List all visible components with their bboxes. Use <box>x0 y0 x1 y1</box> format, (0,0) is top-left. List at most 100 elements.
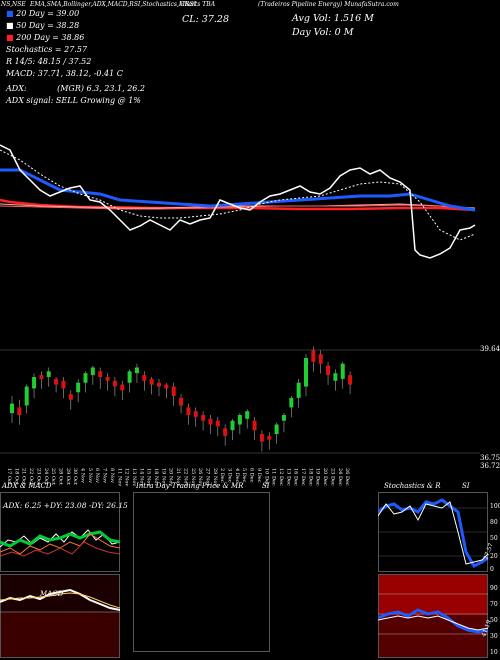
intraday-title: Intra Day Trading Price & MR <box>136 482 244 490</box>
date-label: 14 Nov <box>138 468 144 486</box>
date-label: 23 Dec <box>329 468 335 486</box>
price-line <box>0 144 476 259</box>
header-symbol: Charts TBA <box>180 1 216 8</box>
date-label: 8 Nov <box>109 468 115 483</box>
candle-body <box>171 386 176 396</box>
candle-body <box>17 407 22 415</box>
candle-body <box>186 407 191 415</box>
candle-body <box>105 377 110 381</box>
candle-body <box>245 411 250 419</box>
mrsi-axis-50: 50 <box>490 617 498 624</box>
candle-body <box>32 377 37 389</box>
candle-body <box>340 363 345 379</box>
macd-line: MACD: 37.71, 38.12, -0.41 C <box>6 69 123 78</box>
date-label: 19 Dec <box>315 468 321 486</box>
ma20-line: ■ 20 Day = 39.00 <box>6 9 80 18</box>
price-axis-top: 39.64 <box>480 345 500 353</box>
price-axis-bottom: 36.75 <box>480 454 500 462</box>
candle-body <box>157 382 161 387</box>
stoch-si: SI <box>462 482 470 490</box>
candle-body <box>252 420 257 431</box>
date-label: 4 Nov <box>80 468 86 483</box>
indicator-block: ■ 20 Day = 39.00 ■ 50 Day = 38.28 ■ 200 … <box>6 8 145 107</box>
candle-body <box>39 375 44 379</box>
date-label: 2 Dec <box>219 468 225 483</box>
header-indicator-list: EMA,SMA,Bollinger,ADX,MACD,RSI,Stochasti… <box>30 1 197 8</box>
adx-lines <box>0 529 120 557</box>
price-axis-bottom2: 36.72 <box>480 462 500 470</box>
stoch-axis-80: 80 <box>490 519 498 526</box>
candle-body <box>61 380 66 389</box>
avg-volume: Avg Vol: 1.516 M <box>292 13 374 24</box>
macd-label: MACD <box>40 590 64 598</box>
stochastics-line: Stochastics = 27.57 <box>6 45 88 54</box>
date-label: 24 Oct <box>43 468 49 485</box>
date-label: 3 Dec <box>227 468 233 483</box>
candle-body <box>24 386 29 406</box>
bollinger-line <box>0 203 476 209</box>
candle-body <box>348 375 353 385</box>
ma50-line: ■ 50 Day = 38.28 <box>6 21 80 30</box>
date-label: 13 Nov <box>131 468 137 486</box>
date-label: 25 Oct <box>50 468 56 485</box>
adx-panel <box>0 492 120 572</box>
candle-body <box>10 403 14 414</box>
date-label: 26 Nov <box>197 468 203 486</box>
header-company: (Tradeiros Pipeline Energy) MunafaSutra.… <box>258 1 399 8</box>
date-label: 5 Dec <box>241 468 247 483</box>
date-label: 30 Oct <box>72 468 78 485</box>
candle-body <box>164 384 169 389</box>
date-label: 18 Oct <box>13 468 19 485</box>
date-label: 28 Oct <box>57 468 63 485</box>
ma50-line <box>0 149 476 241</box>
candle-body <box>68 394 73 400</box>
date-label: 19 Nov <box>160 468 166 486</box>
date-label: 13 Dec <box>285 468 291 486</box>
date-label: 21 Oct <box>21 468 27 485</box>
candle-body <box>193 411 198 417</box>
stoch-axis-0: 0 <box>490 566 494 573</box>
candle-body <box>259 434 264 442</box>
candle-body <box>223 428 228 436</box>
candle-body <box>289 397 294 408</box>
date-axis: 17 Oct 18 Oct 21 Oct 22 Oct 23 Oct 24 Oct 25 O… <box>6 468 350 486</box>
mrsi-axis-70: 70 <box>490 601 498 608</box>
date-label: 21 Nov <box>175 468 181 486</box>
date-label: 22 Oct <box>28 468 34 485</box>
date-label: 23 Oct <box>35 468 41 485</box>
ma200-line: ■ 200 Day = 38.86 <box>6 33 85 42</box>
stoch-axis-100: 100 <box>490 503 500 510</box>
candle-body <box>83 373 88 383</box>
date-label: 17 Dec <box>300 468 306 486</box>
stoch-axis-20: 20 <box>490 553 498 560</box>
day-volume: Day Vol: 0 M <box>292 27 354 38</box>
close-price: CL: 37.28 <box>182 14 229 25</box>
date-label: 24 Dec <box>337 468 343 486</box>
candle-body <box>76 382 81 393</box>
header-code: NS,NSE <box>1 1 26 8</box>
date-label: 6 Nov <box>94 468 100 483</box>
date-label: 12 Dec <box>278 468 284 486</box>
date-label: 12 Nov <box>124 468 130 486</box>
candle-body <box>46 371 51 377</box>
mrsi-axis-90: 90 <box>490 585 498 592</box>
candle-body <box>230 420 235 431</box>
mrsi-lines <box>378 575 488 657</box>
candle-body <box>149 378 154 385</box>
bollinger-line-2 <box>0 204 476 211</box>
candle-body <box>318 354 323 364</box>
candle-body <box>127 371 132 383</box>
candle-body <box>267 435 272 440</box>
date-label: 26 Dec <box>344 468 350 486</box>
candle-body <box>179 397 184 406</box>
candle-body <box>54 378 59 385</box>
candle-body <box>333 373 338 381</box>
candle-body <box>120 384 125 391</box>
candle-body <box>134 367 139 374</box>
date-label: 29 Oct <box>65 468 71 485</box>
candle-body <box>112 380 117 387</box>
candle-body <box>201 415 206 421</box>
date-label: 5 Nov <box>87 468 93 483</box>
candle-body <box>98 371 103 377</box>
adx-line: ADX: (MGR) 6.3, 23.1, 26.2 <box>6 84 146 93</box>
